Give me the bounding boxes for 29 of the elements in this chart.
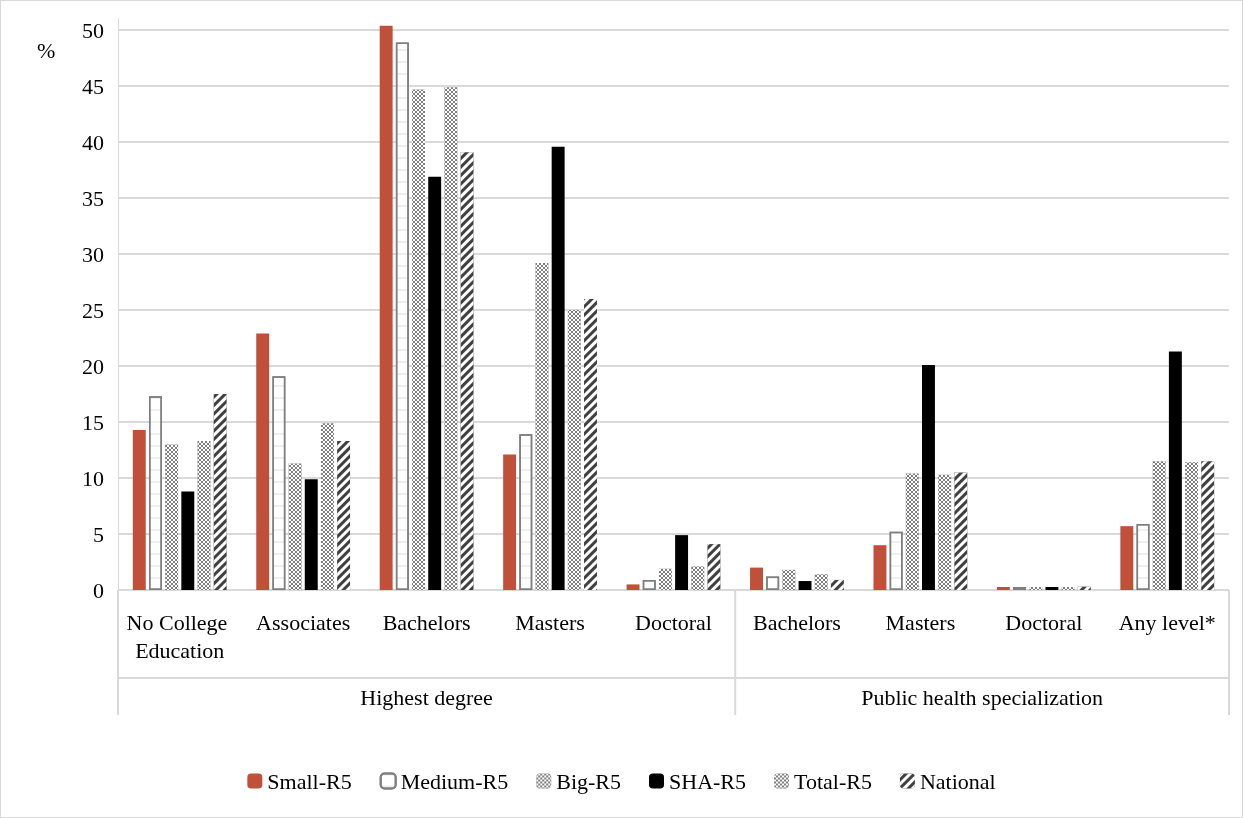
y-tick-label: 25: [82, 297, 104, 323]
y-tick-label: 5: [93, 521, 104, 547]
legend-label: SHA-R5: [669, 768, 747, 794]
text: Public health specialization: [861, 684, 1104, 710]
x-tick-label: Doctoral: [635, 609, 712, 635]
x-tick-label: Any level*: [1118, 609, 1216, 635]
x-tick-label: Bachelors: [382, 609, 471, 635]
x-tick-label: Associates: [256, 609, 351, 635]
legend-label: Medium-R5: [400, 768, 509, 794]
y-tick-label: 20: [82, 353, 104, 379]
y-tick-label: 10: [82, 465, 104, 491]
x-tick-label: Masters: [885, 609, 956, 635]
y-axis-title: %: [37, 37, 56, 63]
y-tick-label: 15: [82, 409, 104, 435]
legend-label: National: [919, 768, 996, 794]
y-tick-label: 40: [82, 129, 104, 155]
y-tick-label: 50: [82, 17, 104, 43]
legend-label: Total-R5: [794, 768, 872, 794]
x-tick-label: Masters: [515, 609, 585, 635]
x-tick-label: Doctoral: [1005, 609, 1083, 635]
y-tick-label: 0: [93, 577, 104, 603]
x-tick-label: Bachelors: [752, 609, 841, 635]
x-tick-label: No College Education: [126, 609, 233, 663]
y-tick-label: 30: [82, 241, 104, 267]
legend-label: Big-R5: [556, 768, 622, 794]
legend-label: Small-R5: [267, 768, 352, 794]
y-tick-label: 45: [82, 73, 104, 99]
y-tick-label: 35: [82, 185, 104, 211]
text: Highest degree: [360, 684, 493, 710]
